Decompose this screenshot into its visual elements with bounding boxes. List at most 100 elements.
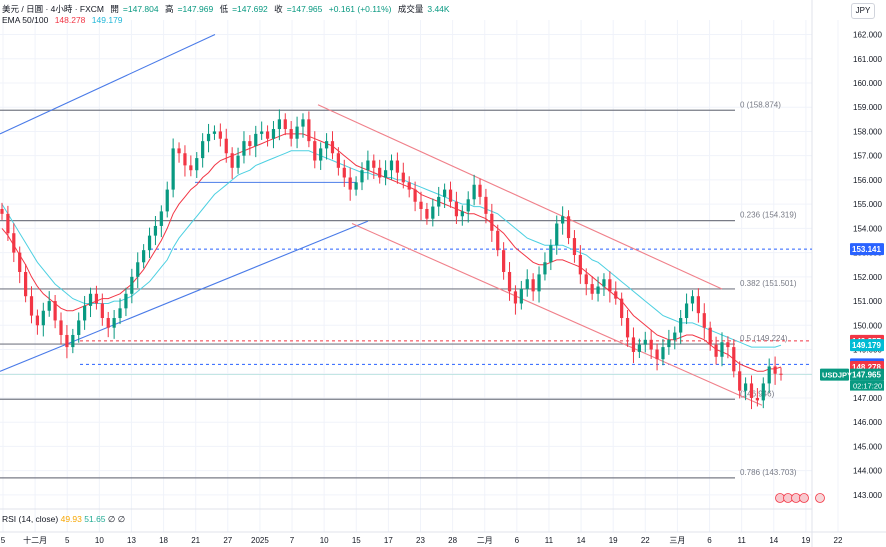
candle-body — [124, 293, 128, 309]
y-tick-label: 146.000 — [853, 418, 882, 427]
candle-body — [342, 167, 346, 178]
candle-body — [283, 119, 287, 130]
candle-body — [460, 211, 464, 217]
candle-body — [620, 298, 624, 319]
x-tick-label: 5 — [65, 536, 70, 545]
candle-body — [230, 153, 234, 168]
low-label: 低 — [219, 4, 229, 14]
x-tick-label: 7 — [290, 536, 295, 545]
y-tick-label: 160.000 — [853, 79, 882, 88]
candle-body — [224, 138, 228, 154]
candle-body — [602, 279, 606, 287]
candle-body — [171, 148, 175, 190]
candle-body — [41, 310, 45, 326]
high-label: 高 — [164, 4, 174, 14]
candle-body — [655, 349, 659, 360]
candle-body — [395, 160, 400, 173]
symbol-title: 美元 / 日圓 · 4小時 · FXCM — [2, 4, 105, 14]
rsi-value: 49.93 — [60, 514, 82, 524]
rsi-na-2: ∅ — [117, 514, 126, 524]
y-tick-label: 162.000 — [853, 31, 882, 40]
candle-body — [271, 129, 276, 139]
candle-body — [212, 131, 217, 134]
candle-body — [443, 189, 447, 197]
candle-body — [94, 293, 99, 304]
fib-level-label: 0.236 (154.319) — [740, 211, 797, 220]
x-tick-label: 14 — [769, 536, 778, 545]
candle-body — [643, 339, 647, 345]
candle-body — [513, 291, 518, 304]
candle-body — [189, 165, 193, 171]
candle-body — [413, 189, 417, 202]
y-tick-label: 159.000 — [853, 103, 882, 112]
up-channel-upper — [0, 34, 216, 135]
candle-body — [348, 177, 352, 190]
countdown-label: 02:17:20 — [853, 382, 882, 391]
candle-body — [77, 320, 81, 335]
y-tick-label: 161.000 — [853, 55, 882, 64]
candle-body — [584, 274, 588, 285]
candle-body — [531, 279, 535, 292]
rsi-label: RSI (14, close) — [2, 514, 59, 524]
currency-button[interactable]: JPY — [851, 3, 875, 19]
x-tick-label: 2025 — [251, 536, 269, 545]
x-tick-label: 6 — [707, 536, 712, 545]
candle-body — [106, 318, 110, 328]
candle-body — [525, 279, 529, 289]
candle-body — [749, 383, 754, 398]
candle-body — [631, 337, 636, 352]
candle-body — [596, 286, 600, 294]
candle-body — [608, 279, 612, 292]
ema50-value: 148.278 — [54, 15, 86, 25]
candle-body — [673, 332, 677, 340]
candle-body — [649, 339, 653, 350]
ema-legend[interactable]: EMA 50/100 148.278 149.179 — [2, 15, 127, 25]
candle-body — [277, 119, 281, 130]
symbol-tag — [820, 368, 849, 381]
x-tick-label: 三月 — [669, 536, 685, 545]
candle-body — [732, 347, 736, 372]
candle-body — [389, 160, 394, 171]
y-tick-label: 155.000 — [853, 200, 882, 209]
candle-body — [484, 196, 488, 214]
candle-body — [472, 184, 476, 200]
symbol-header: 美元 / 日圓 · 4小時 · FXCM 開 =147.804 高 =147.969… — [2, 3, 454, 15]
candle-body — [336, 153, 340, 168]
candle-body — [519, 288, 523, 304]
candle-body — [496, 230, 500, 251]
candle-body — [354, 182, 358, 190]
candle-body — [236, 155, 240, 168]
candle-body — [767, 366, 771, 384]
candle-body — [366, 160, 370, 171]
x-tick-label: 10 — [320, 536, 329, 545]
candle-body — [195, 158, 199, 171]
rsi-legend[interactable]: RSI (14, close) 49.93 51.65 ∅ ∅ — [2, 514, 125, 525]
candle-body — [360, 170, 364, 183]
candle-body — [779, 373, 783, 375]
candle-body — [100, 303, 104, 319]
candle-body — [0, 208, 4, 214]
candle-body — [53, 301, 57, 321]
candle-body — [177, 148, 181, 154]
candle-body — [289, 129, 293, 139]
candle-body — [738, 371, 742, 391]
y-tick-label: 151.000 — [853, 297, 882, 306]
candle-body — [537, 274, 541, 292]
y-tick-label: 145.000 — [853, 442, 882, 451]
candle-body — [112, 318, 116, 328]
price-tag-label: 149.179 — [852, 341, 881, 350]
candle-body — [265, 131, 270, 139]
x-tick-label: 11 — [737, 536, 746, 545]
x-tick-label: 23 — [416, 536, 425, 545]
candle-body — [378, 167, 382, 178]
candle-body — [708, 327, 712, 345]
candle-body — [773, 366, 777, 374]
open-label: 開 — [110, 4, 119, 14]
candle-body — [419, 201, 423, 209]
x-tick-label: 17 — [384, 536, 393, 545]
candle-body — [755, 397, 760, 401]
candle-body — [153, 225, 158, 236]
candle-body — [555, 223, 559, 246]
